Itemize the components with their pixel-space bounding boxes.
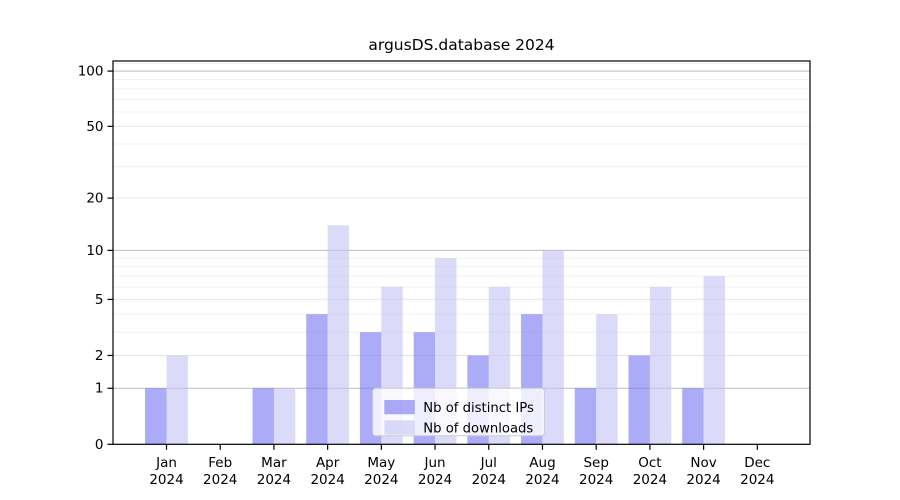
chart-title: argusDS.database 2024 [368, 36, 555, 54]
y-axis: 0 1 2 5 10 20 50 100 [78, 64, 113, 453]
bar-oct-s1 [649, 286, 672, 445]
x-tick-label-year: 2024 [472, 472, 506, 488]
legend-box [372, 387, 545, 437]
spines [112, 60, 811, 445]
x-tick-label-year: 2024 [740, 472, 774, 488]
y-tick-label: 2 [95, 348, 104, 364]
bar-jan-s1 [166, 355, 188, 445]
bar-nov-s0 [682, 388, 704, 445]
light-gridlines [113, 125, 810, 356]
bar-aug-s1 [542, 250, 564, 445]
legend: Nb of distinct IPs Nb of downloads [372, 387, 545, 437]
minor-gridlines [113, 62, 810, 333]
bar-apr-s1 [327, 225, 350, 445]
x-tick-label-year: 2024 [418, 472, 452, 488]
x-tick-label-year: 2024 [686, 472, 720, 488]
bar-mar-s0 [252, 388, 274, 445]
x-tick-label-year: 2024 [633, 472, 667, 488]
x-tick-label-month: Feb [208, 455, 232, 471]
series-distinct-ips [145, 314, 704, 445]
x-tick-label-year: 2024 [525, 472, 559, 488]
y-tick-label: 0 [95, 437, 104, 453]
x-tick-label-month: May [367, 455, 395, 471]
bar-mar-s1 [273, 388, 296, 445]
bar-nov-s1 [703, 276, 725, 445]
x-tick-label-month: Jan [155, 455, 177, 471]
x-axis: Jan2024Feb2024Mar2024Apr2024May2024Jun20… [149, 444, 774, 488]
y-tick-label: 1 [95, 381, 104, 397]
legend-label: Nb of downloads [423, 421, 533, 436]
x-tick-label-year: 2024 [257, 472, 291, 488]
legend-label: Nb of distinct IPs [423, 401, 534, 416]
x-tick-label-month: Mar [261, 455, 287, 471]
x-tick-label-year: 2024 [364, 472, 398, 488]
x-tick-label-year: 2024 [579, 472, 613, 488]
x-tick-label-month: Apr [316, 455, 340, 471]
x-tick-label-month: Aug [529, 455, 555, 471]
bar-jan-s0 [145, 388, 167, 445]
legend-swatch-downloads [384, 420, 415, 435]
x-tick-label-month: Sep [583, 455, 608, 471]
y-tick-label: 100 [78, 64, 104, 80]
x-tick-label-month: Dec [744, 455, 770, 471]
x-tick-label-year: 2024 [149, 472, 183, 488]
x-tick-label-year: 2024 [310, 472, 344, 488]
x-tick-label-year: 2024 [203, 472, 237, 488]
bar-sep-s1 [596, 314, 618, 445]
x-tick-label-month: Oct [638, 455, 661, 471]
y-tick-label: 10 [86, 243, 103, 259]
y-tick-label: 20 [86, 191, 103, 207]
bar-apr-s0 [306, 314, 328, 445]
legend-swatch-distinct-ips [384, 400, 415, 415]
y-tick-label: 50 [86, 119, 103, 135]
x-tick-label-month: Jun [424, 455, 446, 471]
bar-sep-s0 [574, 388, 597, 445]
plot-box [112, 60, 811, 445]
y-tick-label: 5 [95, 292, 104, 308]
x-tick-label-month: Nov [690, 455, 716, 471]
bar-oct-s0 [628, 355, 650, 445]
x-tick-label-month: Jul [480, 455, 497, 471]
